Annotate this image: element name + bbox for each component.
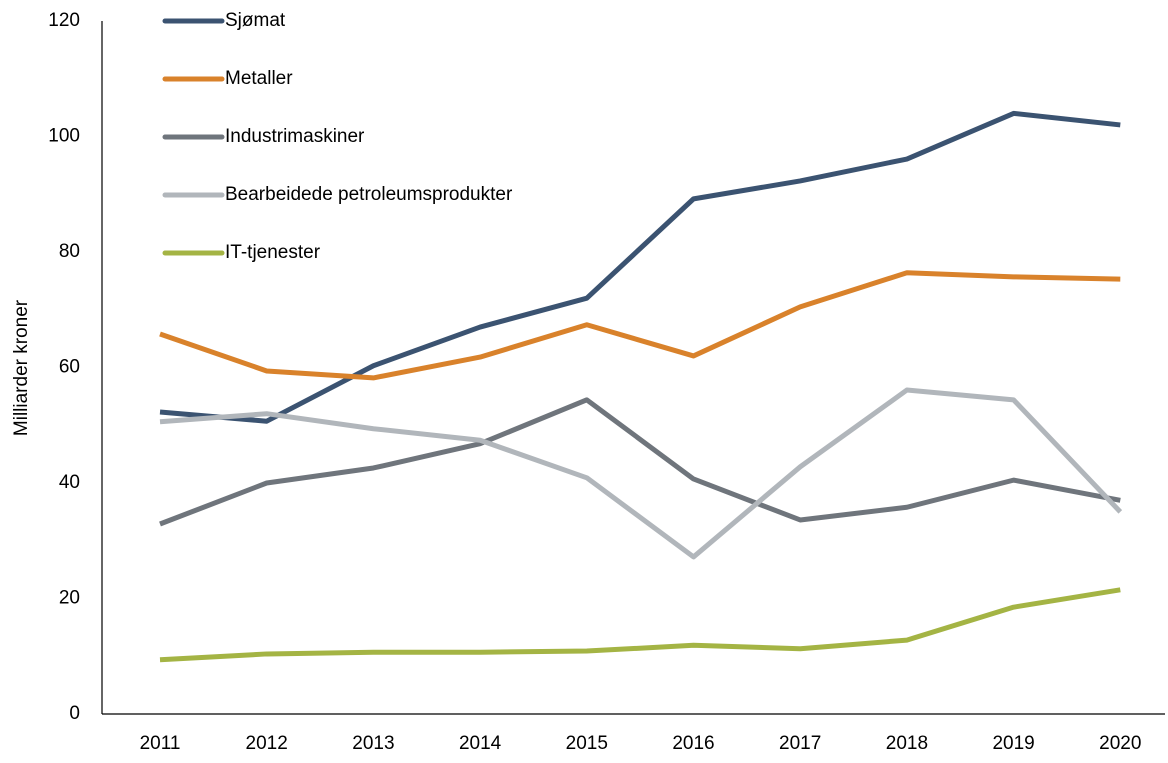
y-tick-label: 120 (48, 10, 80, 31)
series-line (159, 587, 1121, 663)
series-line (159, 397, 1121, 527)
x-tick-label: 2013 (352, 733, 394, 754)
legend-label: IT-tjenester (225, 242, 321, 263)
legend-label: Sjømat (225, 10, 286, 31)
legend-label: Metaller (225, 68, 293, 89)
x-tick-label: 2012 (246, 733, 288, 754)
y-tick-label: 100 (48, 126, 80, 147)
legend-label: Bearbeidede petroleumsprodukter (225, 184, 513, 205)
x-tick-label: 2020 (1099, 733, 1141, 754)
x-tick-label: 2011 (140, 733, 181, 754)
x-tick-label: 2016 (672, 733, 714, 754)
y-tick-label: 80 (59, 241, 80, 262)
series-line (159, 110, 1121, 424)
y-tick-label: 20 (59, 588, 80, 609)
x-tick-label: 2017 (779, 733, 821, 754)
y-tick-label: 40 (59, 472, 80, 493)
x-tick-label: 2018 (886, 733, 928, 754)
series-line (159, 387, 1123, 560)
y-axis-label: Milliarder kroner (11, 299, 32, 436)
x-tick-label: 2015 (566, 733, 608, 754)
x-tick-label: 2014 (459, 733, 502, 754)
y-tick-label: 0 (69, 703, 80, 724)
y-tick-label: 60 (59, 357, 80, 378)
legend-label: Industrimaskiner (225, 126, 365, 147)
x-tick-label: 2019 (992, 733, 1034, 754)
series-line (159, 270, 1121, 381)
